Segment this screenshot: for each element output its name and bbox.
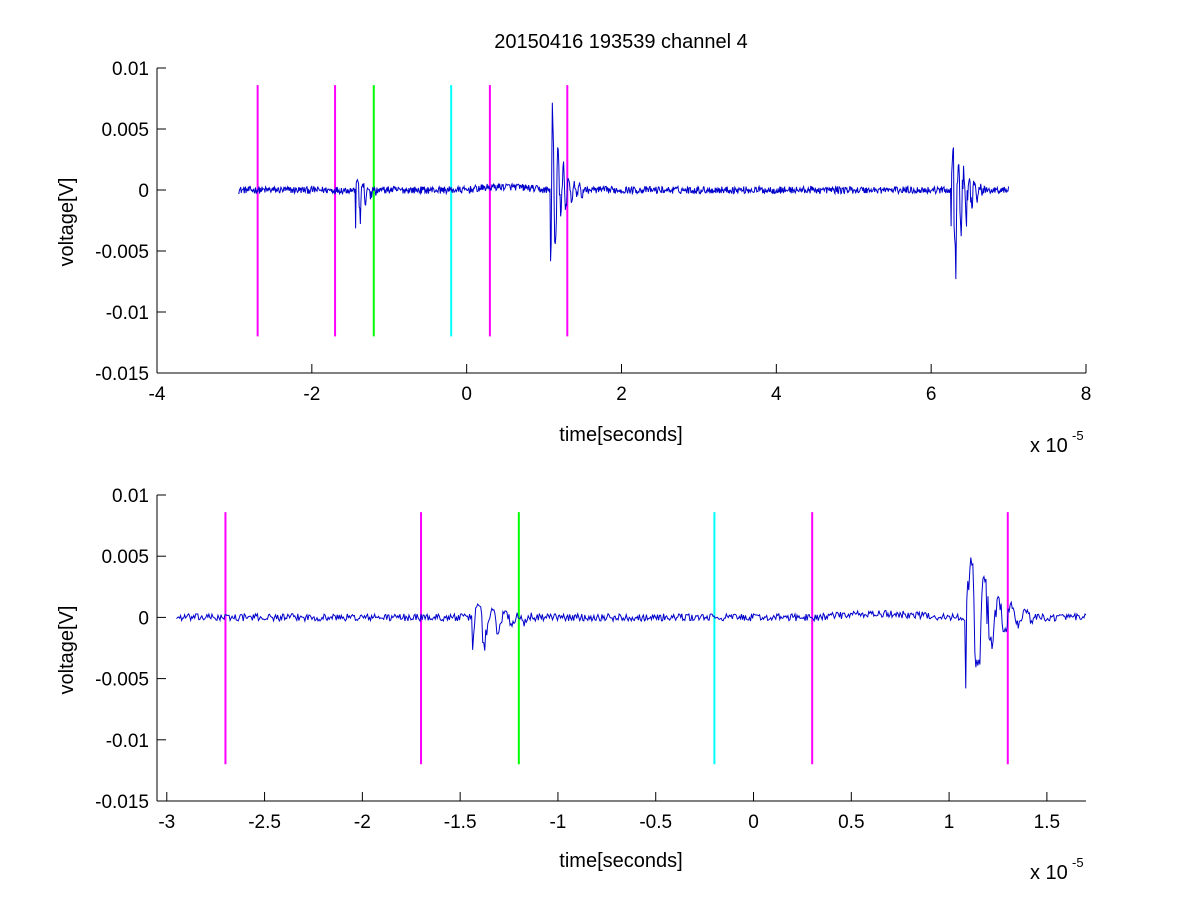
top-chart: 20150416 193539 channel 4 -4 -2 0 2 4 6 8 0.01…: [56, 31, 1091, 457]
x-tick-label: -2: [354, 812, 371, 833]
top-chart-markers: [256, 85, 569, 337]
x-tick-label: 1: [944, 812, 955, 833]
y-tick-label: -0.01: [106, 303, 149, 324]
x-tick-label: 0.5: [838, 812, 864, 833]
x-tick-label: -1: [549, 812, 566, 833]
bottom-chart-y-axis-label: voltage[V]: [56, 606, 78, 695]
x-tick-label: -3: [158, 812, 175, 833]
y-tick-label: -0.015: [95, 792, 149, 813]
bottom-chart-x-exponent-power: -5: [1072, 855, 1084, 870]
top-chart-x-exponent-power: -5: [1072, 428, 1084, 443]
x-tick-label: 2: [616, 384, 627, 405]
y-tick-label: -0.005: [95, 242, 149, 263]
y-tick-label: 0: [138, 181, 149, 202]
y-tick-label: -0.015: [95, 364, 149, 385]
y-tick-label: -0.01: [106, 731, 149, 752]
top-chart-x-axis-label: time[seconds]: [559, 424, 682, 446]
bottom-chart-y-ticks: 0.01 0.005 0 -0.005 -0.01 -0.015: [95, 486, 166, 813]
x-tick-label: 4: [771, 384, 782, 405]
x-tick-label: -2: [303, 384, 320, 405]
bottom-chart-x-exponent: x 10: [1030, 862, 1068, 884]
bottom-chart-x-ticks: -3 -2.5 -2 -1.5 -1 -0.5 0 0.5 1 1.5: [158, 792, 1060, 833]
y-tick-label: -0.005: [95, 670, 149, 691]
y-tick-label: 0.005: [101, 547, 149, 568]
top-chart-voltage-line: [238, 102, 1010, 280]
bottom-chart-axes: [156, 495, 1086, 802]
top-chart-x-ticks: -4 -2 0 2 4 6 8: [149, 364, 1092, 405]
bottom-chart-voltage-line: [176, 557, 1087, 689]
top-chart-axes: [156, 68, 1086, 374]
bottom-chart-markers: [224, 512, 1009, 765]
top-chart-y-ticks: 0.01 0.005 0 -0.005 -0.01 -0.015: [95, 59, 166, 385]
x-tick-label: -0.5: [639, 812, 672, 833]
y-tick-label: 0.01: [112, 486, 149, 507]
x-tick-label: -1.5: [444, 812, 477, 833]
x-tick-label: 0: [748, 812, 759, 833]
x-tick-label: 0: [461, 384, 472, 405]
y-tick-label: 0.005: [101, 120, 149, 141]
bottom-chart-x-axis-label: time[seconds]: [559, 850, 682, 872]
top-chart-x-exponent: x 10: [1030, 435, 1068, 457]
x-tick-label: 1.5: [1034, 812, 1060, 833]
x-tick-label: -4: [149, 384, 166, 405]
y-tick-label: 0: [138, 608, 149, 629]
x-tick-label: 8: [1081, 384, 1092, 405]
bottom-chart: -3 -2.5 -2 -1.5 -1 -0.5 0 0.5 1 1.5 0.01 0.005 0 -0.…: [56, 486, 1087, 884]
x-tick-label: 6: [926, 384, 937, 405]
top-chart-y-axis-label: voltage[V]: [56, 178, 78, 267]
x-tick-label: -2.5: [248, 812, 281, 833]
chart-title: 20150416 193539 channel 4: [494, 31, 748, 53]
y-tick-label: 0.01: [112, 59, 149, 80]
